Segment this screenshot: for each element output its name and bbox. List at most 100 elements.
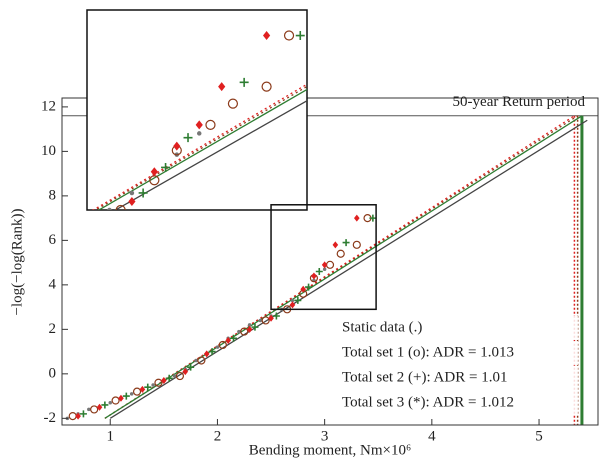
point xyxy=(342,239,350,247)
point xyxy=(261,316,270,325)
legend-bg xyxy=(338,316,578,340)
fit-line xyxy=(114,99,307,210)
point xyxy=(26,248,35,257)
y-tick-label: 4 xyxy=(49,276,57,292)
point xyxy=(227,98,239,109)
y-tick-label: 2 xyxy=(49,321,57,337)
point xyxy=(115,204,126,210)
point xyxy=(195,120,203,130)
fit-line xyxy=(104,115,575,419)
point xyxy=(272,312,280,320)
legend-entry: Static data (.) xyxy=(342,319,422,335)
point xyxy=(247,323,252,327)
point xyxy=(172,374,177,378)
point xyxy=(39,244,46,253)
point xyxy=(305,283,313,291)
point xyxy=(150,167,158,177)
point xyxy=(128,196,136,206)
point xyxy=(239,77,249,87)
point xyxy=(251,323,259,331)
point xyxy=(40,238,45,243)
fit-line xyxy=(92,83,307,210)
legend-entry: Total set 3 (*): ADR = 1.012 xyxy=(342,394,514,410)
y-tick-label: 8 xyxy=(49,187,57,203)
fit-line xyxy=(97,88,307,210)
y-tick-label: 0 xyxy=(49,365,57,381)
point xyxy=(87,407,91,412)
legend-bg xyxy=(338,366,578,390)
point xyxy=(129,190,135,196)
x-tick-label: 4 xyxy=(428,428,436,444)
point xyxy=(79,410,87,418)
point xyxy=(129,392,134,396)
zoom-box xyxy=(270,204,377,311)
point xyxy=(122,392,130,400)
point xyxy=(225,336,231,344)
point xyxy=(85,221,90,226)
point xyxy=(197,356,206,365)
x-axis-label: Bending moment, Nm×10⁶ xyxy=(249,442,411,458)
point xyxy=(161,377,167,385)
point xyxy=(83,223,90,232)
y-tick-label: 10 xyxy=(41,143,56,159)
point xyxy=(215,345,220,349)
y-tick-label: 12 xyxy=(41,98,56,114)
point xyxy=(187,363,195,371)
x-tick-label: 2 xyxy=(214,428,222,444)
x-tick-label: 5 xyxy=(535,428,543,444)
point xyxy=(268,314,274,322)
plot-frame xyxy=(61,97,599,426)
point xyxy=(208,348,216,356)
point xyxy=(354,214,360,222)
fit-line xyxy=(109,119,588,419)
point xyxy=(132,387,142,396)
point xyxy=(151,383,155,387)
point xyxy=(96,403,103,411)
point xyxy=(111,396,120,405)
point xyxy=(315,268,323,276)
point xyxy=(240,327,249,336)
point xyxy=(369,214,377,222)
point xyxy=(261,81,272,92)
y-tick-label: 6 xyxy=(49,232,57,248)
point xyxy=(205,119,216,130)
point xyxy=(300,285,306,293)
point xyxy=(246,325,253,333)
return-level-label: 50-year Return period xyxy=(453,94,586,110)
point xyxy=(332,241,339,249)
point xyxy=(183,133,193,143)
y-tick-label: -2 xyxy=(44,410,57,426)
point xyxy=(75,412,81,420)
point xyxy=(0,265,1,274)
point xyxy=(352,240,361,249)
point xyxy=(68,412,77,421)
point xyxy=(218,340,227,350)
legend-bg xyxy=(338,391,578,415)
inset-frame xyxy=(86,9,308,211)
point xyxy=(144,383,152,391)
point xyxy=(108,401,112,405)
fit-line xyxy=(104,115,578,419)
point xyxy=(203,350,210,358)
point xyxy=(262,31,271,41)
point xyxy=(182,368,189,376)
legend-bg xyxy=(338,341,578,365)
point xyxy=(218,82,226,92)
point xyxy=(321,261,328,269)
point xyxy=(290,298,295,303)
point xyxy=(107,207,112,210)
point xyxy=(295,31,305,41)
point xyxy=(194,358,198,363)
point xyxy=(90,405,99,414)
point xyxy=(289,301,296,309)
point xyxy=(94,218,103,227)
point xyxy=(322,267,327,272)
x-tick-label: 1 xyxy=(106,428,114,444)
point xyxy=(283,30,295,41)
point xyxy=(325,260,335,269)
point xyxy=(237,329,241,334)
point xyxy=(118,394,124,402)
point xyxy=(311,272,317,280)
point xyxy=(173,141,181,151)
